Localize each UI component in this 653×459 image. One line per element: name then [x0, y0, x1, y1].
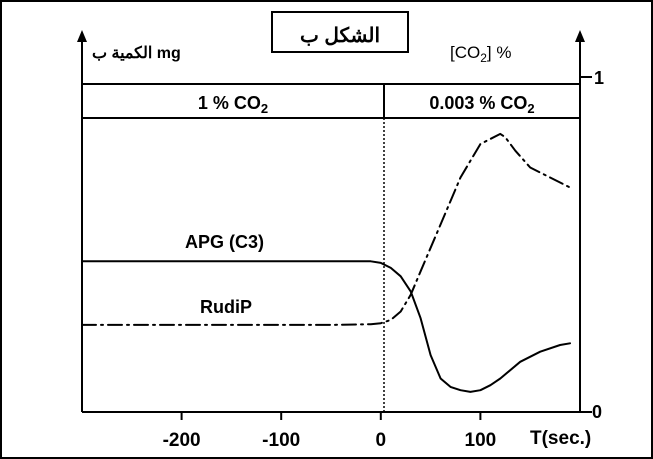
x-axis-label: T(sec.): [530, 428, 591, 449]
y-right-label-close: ] %: [487, 43, 512, 62]
region-label-2-main: 0.003 % CO: [429, 93, 527, 113]
series-label-rudip: RudiP: [200, 297, 252, 317]
y-right-tick-label-0: 0: [592, 402, 602, 422]
x-tick-label-0: -200: [163, 430, 201, 451]
region-label-2: 0.003 % CO2: [429, 93, 534, 116]
region-label-1-main: 1 % CO: [198, 93, 261, 113]
region-label-1: 1 % CO2: [198, 93, 268, 116]
series-label-apg: APG (C3): [185, 232, 264, 252]
series-line-apg: [81, 260, 571, 393]
region-label-1-sub: 2: [261, 101, 268, 116]
chart-title: الشكل ب: [300, 25, 380, 47]
region-band: 1 % CO2 0.003 % CO2: [81, 83, 581, 119]
series-layer: [81, 132, 571, 393]
y-right-arrow: [575, 30, 585, 42]
y-right-label-sub: 2: [480, 51, 487, 65]
y-right-label-open: [CO: [450, 43, 480, 62]
x-tick-label-2: 0: [376, 430, 387, 451]
y-right-tick-label-1: 1: [594, 68, 604, 88]
y-left-label: الكمية ب mg: [92, 45, 181, 62]
x-ticks: -200 -100 0 100: [163, 412, 497, 451]
series-line-rudip: [81, 132, 571, 326]
x-tick-label-1: -100: [262, 430, 300, 451]
region-label-2-sub: 2: [527, 101, 534, 116]
title-box: [271, 11, 409, 53]
y-left-arrow: [77, 30, 87, 42]
x-tick-label-3: 100: [465, 430, 497, 451]
y-right-label: [CO2] %: [450, 43, 511, 65]
region-band-box: [81, 83, 581, 119]
